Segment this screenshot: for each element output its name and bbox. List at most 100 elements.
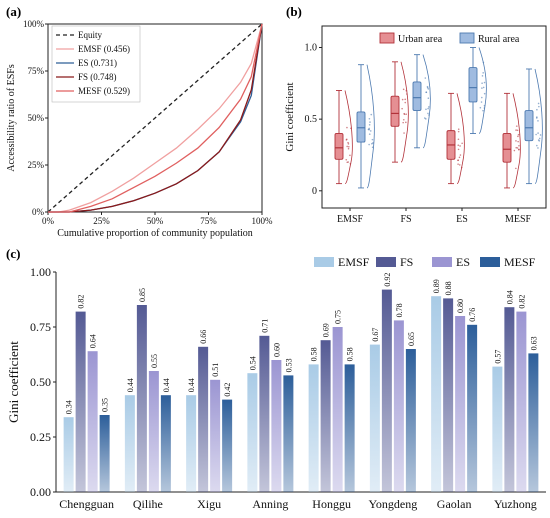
panel-a: (a) 0% 25% 50% 75% 100% 0% 25% 50% 75% 100% Cumula… <box>6 4 273 239</box>
sample-point-b <box>517 133 520 136</box>
bar-c <box>369 344 380 492</box>
sample-point-b <box>345 158 348 161</box>
sample-point-b <box>536 116 538 118</box>
sample-point-b <box>458 164 461 166</box>
sample-point-b <box>538 137 541 140</box>
legend-swatch-b <box>379 32 395 44</box>
sample-point-b <box>516 129 519 132</box>
bar-value-label-c: 0.58 <box>346 347 355 361</box>
lorenz-line-3 <box>48 23 263 213</box>
sample-point-b <box>370 113 373 116</box>
sample-point-b <box>403 132 405 134</box>
y-tick-label-b: 0 <box>312 186 317 197</box>
panel-b-label: (b) <box>286 4 302 19</box>
plot-frame-b <box>321 25 547 209</box>
sample-point-b <box>539 134 542 136</box>
sample-point-b <box>538 140 541 142</box>
sample-point-b <box>461 142 463 145</box>
sample-point-b <box>482 61 485 64</box>
sample-point-b <box>401 98 404 101</box>
sample-point-b <box>483 81 486 84</box>
bar-value-label-c: 0.89 <box>432 279 441 293</box>
legend-label-a: ES (0.731) <box>78 58 117 68</box>
y-tick-label-c: 0.50 <box>30 375 51 389</box>
lorenz-line-4 <box>48 23 263 213</box>
sample-point-b <box>517 140 519 143</box>
density-curve-b <box>344 90 353 185</box>
bar-c <box>222 399 233 492</box>
sample-point-b <box>424 77 427 79</box>
panel-b: (b) 0 0.5 1.0 Gini coefficient EMSF FS ES MESF U… <box>284 4 547 225</box>
legend-label-a: EMSF (0.456) <box>78 44 130 54</box>
sample-point-b <box>480 96 483 99</box>
sample-point-b <box>457 144 460 147</box>
sample-point-b <box>482 109 484 112</box>
legend-swatch-c <box>432 257 452 267</box>
sample-point-b <box>537 147 539 149</box>
bar-c <box>148 371 159 492</box>
bar-c <box>99 415 110 492</box>
sample-point-b <box>536 144 538 147</box>
x-tick-label-b: ES <box>456 214 468 225</box>
bar-value-label-c: 0.34 <box>65 400 74 414</box>
y-tick-label-c: 0.75 <box>30 320 51 334</box>
legend-label-b: Urban area <box>398 34 443 45</box>
y-tick-label-a: 0% <box>32 207 45 217</box>
legend-label-c: EMSF <box>338 255 370 269</box>
legend-swatch-b <box>459 32 475 44</box>
sample-point-b <box>457 159 459 162</box>
sample-point-b <box>457 138 460 141</box>
x-tick-label-a: 50% <box>147 216 164 226</box>
sample-point-b <box>347 143 350 145</box>
lorenz-line-0 <box>47 23 263 213</box>
sample-point-b <box>350 127 352 130</box>
bar-c <box>381 289 392 492</box>
bar-c <box>75 311 86 492</box>
sample-point-b <box>518 144 520 147</box>
panel-c-label: (c) <box>6 246 20 261</box>
sample-point-b <box>515 167 517 170</box>
sample-point-b <box>536 108 538 111</box>
legend-label-b: Rural area <box>478 34 520 45</box>
bar-c <box>455 316 466 492</box>
bar-value-label-c: 0.54 <box>248 356 257 370</box>
sample-point-b <box>368 143 370 146</box>
sample-point-b <box>346 145 348 148</box>
y-tick-label-c: 0.25 <box>30 430 51 444</box>
sample-point-b <box>367 128 370 131</box>
bar-c <box>160 395 171 492</box>
lorenz-line-1 <box>48 23 263 213</box>
bar-value-label-c: 0.51 <box>211 363 220 377</box>
bar-c <box>344 364 355 492</box>
bar-value-label-c: 0.57 <box>493 350 502 364</box>
bar-c <box>247 373 258 492</box>
sample-point-b <box>479 106 482 109</box>
x-tick-label-a: 75% <box>200 216 217 226</box>
y-tick-label-c: 1.00 <box>30 265 51 279</box>
box-b <box>502 133 512 163</box>
density-curve-b <box>512 93 521 189</box>
sample-point-b <box>483 92 486 95</box>
sample-point-b <box>425 91 428 94</box>
sample-point-b <box>346 126 348 129</box>
bar-c <box>198 346 209 492</box>
sample-point-b <box>515 129 517 131</box>
y-axis-label-a: Accessibility ratio of ESFs <box>6 64 17 172</box>
sample-point-b <box>481 87 483 89</box>
sample-point-b <box>457 163 459 165</box>
y-tick-label-a: 75% <box>28 66 45 76</box>
y-tick-label-a: 100% <box>23 19 45 29</box>
sample-point-b <box>515 140 517 142</box>
sample-point-b <box>516 147 519 149</box>
sample-point-b <box>457 128 460 131</box>
sample-point-b <box>515 146 518 149</box>
sample-point-b <box>482 72 484 74</box>
legend-label-c: FS <box>400 255 413 269</box>
box-b <box>390 95 400 127</box>
bar-value-label-c: 0.75 <box>334 310 343 324</box>
sample-point-b <box>371 142 373 145</box>
sample-point-b <box>401 107 403 110</box>
sample-point-b <box>427 107 429 110</box>
sample-point-b <box>457 148 460 151</box>
